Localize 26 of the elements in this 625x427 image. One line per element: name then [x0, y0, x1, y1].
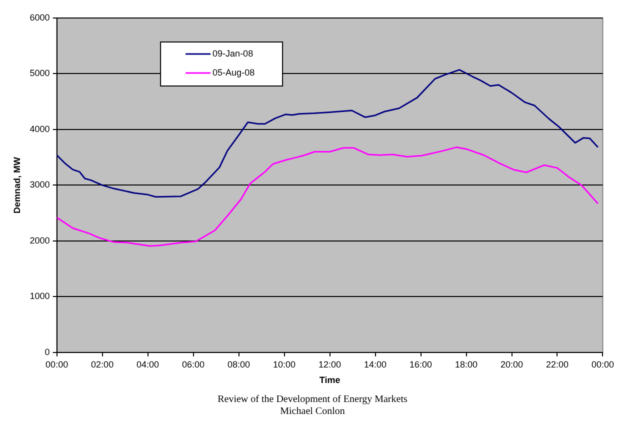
- text: Review of the Development of Energy Markets: [216, 394, 408, 406]
- x-tick-label: 00:00: [591, 359, 614, 370]
- legend-label: 05-Aug-08: [212, 67, 255, 78]
- x-tick-label: 10:00: [273, 359, 296, 370]
- legend-label: 09-Jan-08: [212, 48, 254, 58]
- x-tick-label: 06:00: [182, 359, 205, 370]
- y-tick-label: 0: [44, 346, 50, 357]
- y-tick-label: 3000: [30, 180, 50, 190]
- y-axis-title: Demnad, MW: [12, 156, 22, 214]
- x-tick-label: 02:00: [91, 359, 114, 370]
- y-tick-label: 4000: [30, 124, 50, 134]
- y-tick-label: 1000: [30, 291, 50, 302]
- x-tick-label: 12:00: [318, 359, 342, 370]
- y-tick-label: 6000: [30, 12, 50, 22]
- y-tick-label: 5000: [30, 68, 50, 78]
- x-tick-label: 08:00: [228, 359, 250, 370]
- x-tick-label: 14:00: [364, 359, 387, 370]
- x-tick-label: 18:00: [454, 359, 478, 370]
- x-tick-label: 22:00: [546, 359, 569, 370]
- x-axis-title: Time: [319, 375, 340, 386]
- x-tick-label: 20:00: [500, 359, 524, 370]
- x-tick-label: 04:00: [136, 359, 160, 370]
- x-tick-label: 00:00: [46, 359, 68, 370]
- y-tick-label: 2000: [30, 235, 50, 246]
- text: Michael Conlon: [279, 406, 346, 418]
- x-tick-label: 16:00: [410, 359, 432, 370]
